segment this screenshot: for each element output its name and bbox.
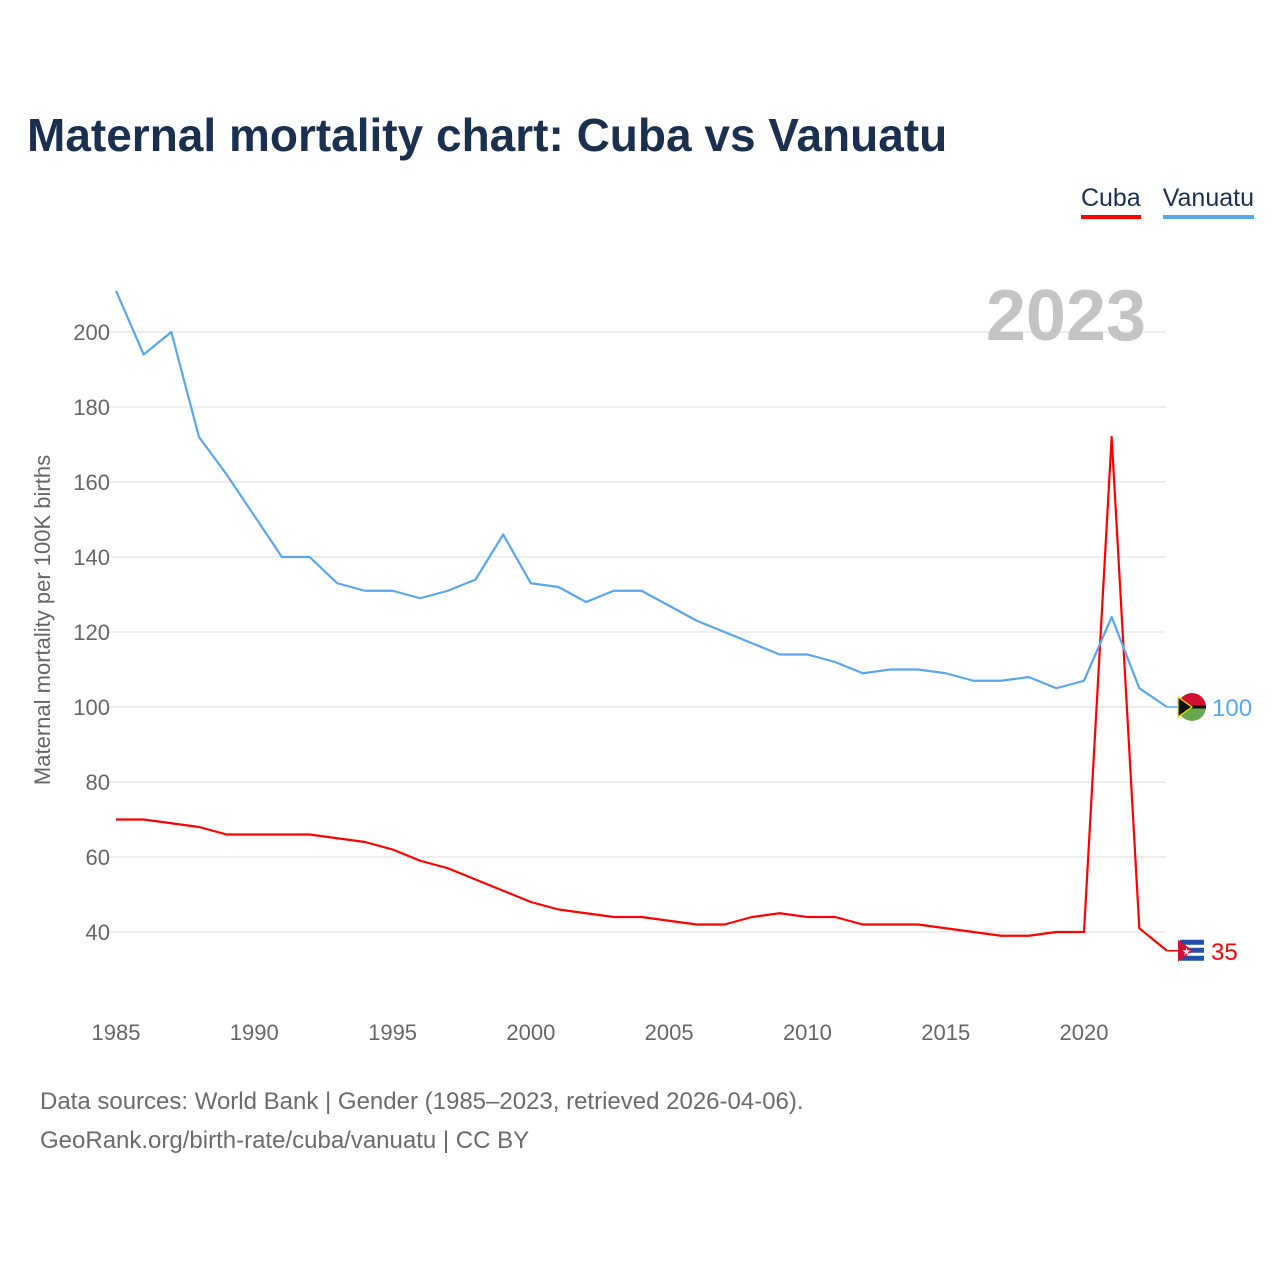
chart-title: Maternal mortality chart: Cuba vs Vanuat… <box>27 109 948 161</box>
x-tick-label: 1990 <box>230 1020 279 1045</box>
y-tick-label: 40 <box>86 920 110 945</box>
flag-cuba-icon: ★ <box>1182 947 1191 958</box>
x-tick-label: 1995 <box>368 1020 417 1045</box>
flag-cuba-icon <box>1178 939 1193 962</box>
year-label: 2023 <box>986 276 1146 356</box>
legend: Cuba Vanuatu <box>1080 184 1254 219</box>
series-line-cuba <box>116 435 1168 952</box>
footer-sources: Data sources: World Bank | Gender (1985–… <box>40 1088 804 1115</box>
y-tick-label: 100 <box>73 695 110 720</box>
flag-vanuatu-icon <box>1177 695 1194 719</box>
y-tick-label: 120 <box>73 620 110 645</box>
x-tick-label: 1985 <box>92 1020 141 1045</box>
end-value-label-cuba: 35 <box>1211 939 1238 966</box>
legend-item-vanuatu[interactable]: Vanuatu <box>1162 184 1254 219</box>
y-tick-label: 80 <box>86 770 110 795</box>
legend-item-cuba[interactable]: Cuba <box>1080 184 1141 219</box>
x-tick-label: 2015 <box>921 1020 970 1045</box>
y-tick-label: 160 <box>73 470 110 495</box>
x-tick-label: 2000 <box>506 1020 555 1045</box>
x-tick-label: 2005 <box>645 1020 694 1045</box>
y-tick-label: 180 <box>73 395 110 420</box>
y-axis-label: Maternal mortality per 100K births <box>30 455 55 785</box>
y-tick-label: 200 <box>73 320 110 345</box>
end-value-label-vanuatu: 100 <box>1212 695 1252 722</box>
flag-cuba-icon <box>1180 939 1204 945</box>
x-tick-label: 2020 <box>1060 1020 1109 1045</box>
y-tick-label: 60 <box>86 845 110 870</box>
y-tick-label: 140 <box>73 545 110 570</box>
x-tick-label: 2010 <box>783 1020 832 1045</box>
footer-credit[interactable]: GeoRank.org/birth-rate/cuba/vanuatu | CC… <box>40 1127 530 1154</box>
flag-cuba-icon <box>1180 955 1204 961</box>
series-line-vanuatu <box>114 290 1168 708</box>
